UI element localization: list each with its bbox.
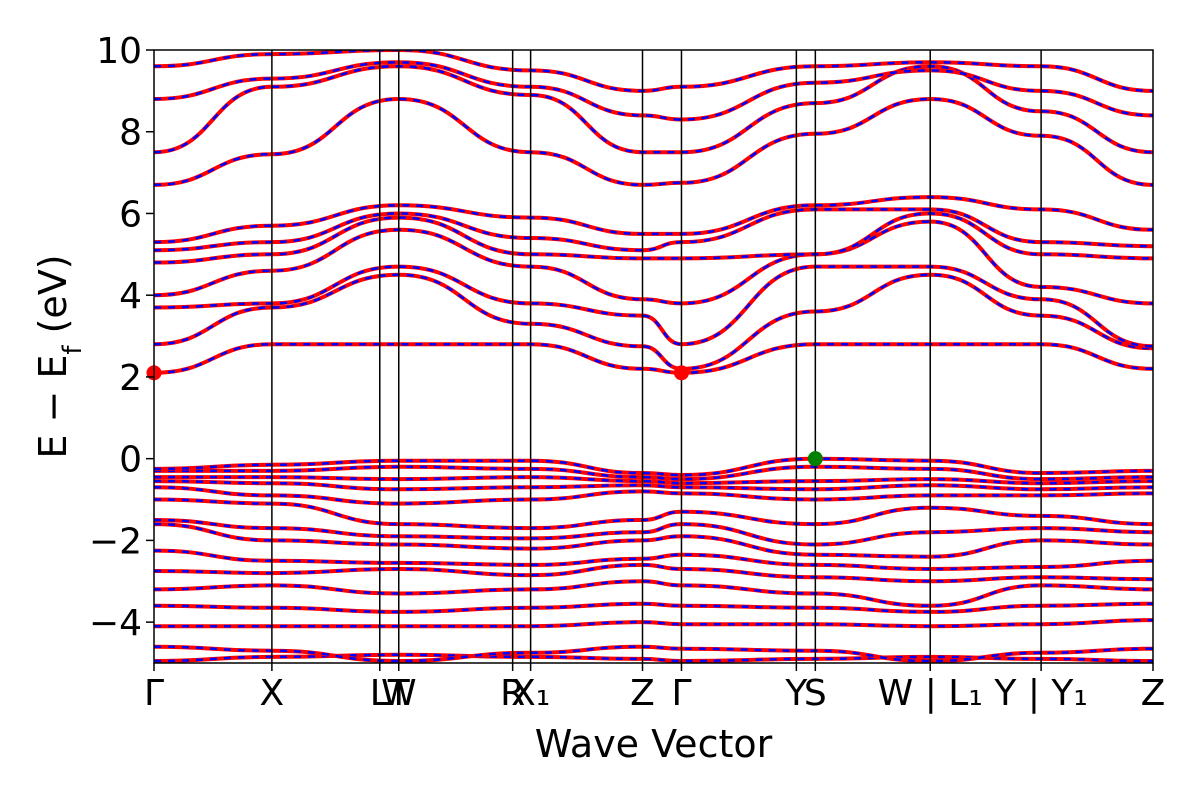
x-axis-label: Wave Vector (535, 722, 773, 766)
band-line-overlay-22 (154, 97, 1153, 187)
x-tick-label: Y | Y₁ (993, 673, 1087, 714)
bands-layer (154, 50, 1153, 663)
band-line-overlay-17 (154, 265, 1153, 348)
band-line-overlay-1 (154, 645, 1153, 663)
band-line-overlay-23 (154, 65, 1153, 154)
band-line-overlay-15 (154, 342, 1153, 375)
cbm-marker (673, 365, 689, 381)
band-line-overlay-20 (154, 208, 1153, 252)
x-tick-label: X₁ (511, 673, 550, 714)
band-line-overlay-25 (154, 50, 1153, 93)
band-line-overlay-16 (154, 273, 1153, 371)
band-line-overlay-18 (154, 220, 1153, 305)
x-tick-label: T (387, 673, 411, 714)
band-line-overlay-3 (154, 602, 1153, 614)
band-line-overlay-24 (154, 61, 1153, 121)
y-tick-label: 0 (119, 440, 142, 481)
band-line-overlay-19 (154, 212, 1153, 264)
y-tick-label: −4 (89, 603, 142, 644)
plot-frame (153, 49, 1154, 664)
y-tick-label: 2 (119, 358, 142, 399)
y-tick-label: 10 (96, 31, 142, 72)
band-line-overlay-8 (154, 518, 1153, 546)
y-tick-label: 4 (119, 276, 142, 317)
band-line-overlay-7 (154, 522, 1153, 558)
x-tick-label: R (500, 673, 525, 714)
y-tick-label: −2 (89, 521, 142, 562)
band-line-overlay-21 (154, 195, 1153, 244)
x-tick-label: Γ (144, 673, 164, 714)
x-tick-label: X (260, 673, 285, 714)
y-tick-label: 8 (119, 113, 142, 154)
y-axis-label-main: E − E (31, 355, 75, 459)
y-axis-ticks: −4 −2 0 2 4 6 8 10 (89, 31, 154, 644)
band-line-overlay-9 (154, 498, 1153, 530)
x-tick-label: L (370, 673, 390, 714)
x-axis-ticks: Γ X LTW RX₁ Z Γ YS W | L₁ Y | Y₁ Z (144, 663, 1165, 714)
y-axis-label: E − Ef (eV) (31, 254, 88, 458)
band-line-overlay-14 (154, 457, 1153, 477)
y-axis-label-sub: f (58, 345, 88, 355)
x-tick-label: S (804, 673, 827, 714)
band-line-overlay-12 (154, 475, 1153, 485)
band-line-overlay-11 (154, 479, 1153, 491)
high-symmetry-lines (271, 50, 1042, 663)
y-tick-label: 6 (119, 194, 142, 235)
band-line-overlay-2 (154, 618, 1153, 628)
x-tick-label: Y (784, 673, 808, 714)
band-line-overlay-4 (154, 580, 1153, 608)
x-tick-label: W (381, 673, 417, 714)
band-line-overlay-13 (154, 465, 1153, 481)
band-line-overlay-5 (154, 563, 1153, 583)
x-tick-label: Z (1141, 673, 1166, 714)
vbm-marker (807, 451, 823, 467)
x-tick-label: Z (630, 673, 655, 714)
x-tick-label: W | L₁ (878, 673, 983, 714)
band-line-overlay-10 (154, 486, 1153, 505)
band-line-overlay-6 (154, 549, 1153, 571)
x-tick-label: Γ (671, 673, 691, 714)
y-axis-label-unit: (eV) (31, 254, 75, 345)
